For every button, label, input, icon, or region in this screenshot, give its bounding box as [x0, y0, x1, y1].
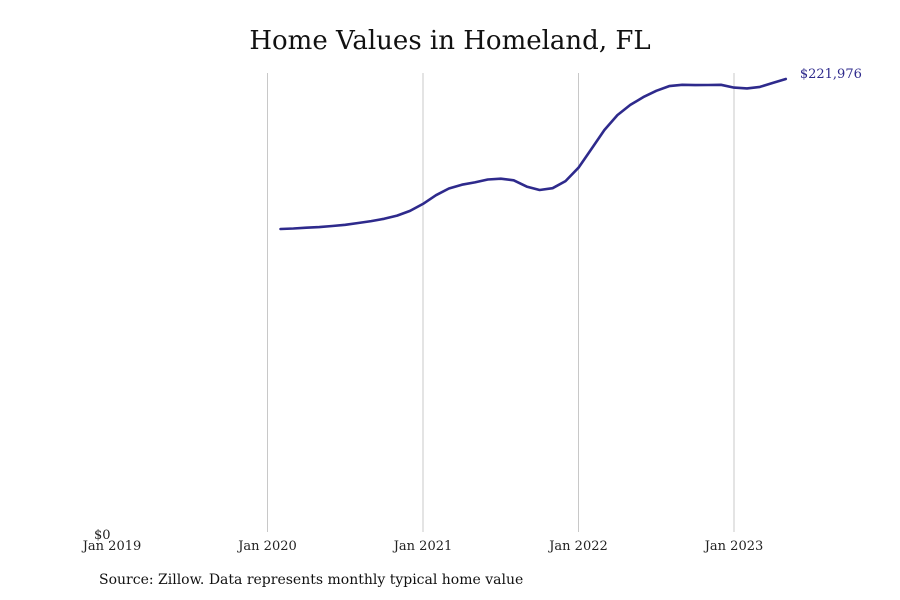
x-tick-label: Jan 2020: [236, 539, 297, 554]
grid-lines: [267, 73, 735, 532]
x-tick-label: Jan 2022: [547, 539, 608, 554]
home-value-series-line: [279, 77, 788, 231]
end-value-label: $221,976: [800, 67, 862, 82]
x-tick-label: Jan 2023: [703, 539, 764, 554]
chart-title: Home Values in Homeland, FL: [249, 26, 651, 56]
x-axis-ticks: Jan 2019 Jan 2020 Jan 2021 Jan 2022 Jan 2023: [81, 539, 764, 554]
series-layer: [279, 77, 788, 231]
y-tick-label: $0: [94, 528, 111, 543]
x-tick-label: Jan 2019: [81, 539, 142, 554]
data-labels: $221,976: [800, 67, 862, 82]
source-note: Source: Zillow. Data represents monthly …: [99, 572, 524, 588]
x-tick-label: Jan 2021: [392, 539, 453, 554]
y-axis-ticks: $0: [94, 528, 111, 543]
